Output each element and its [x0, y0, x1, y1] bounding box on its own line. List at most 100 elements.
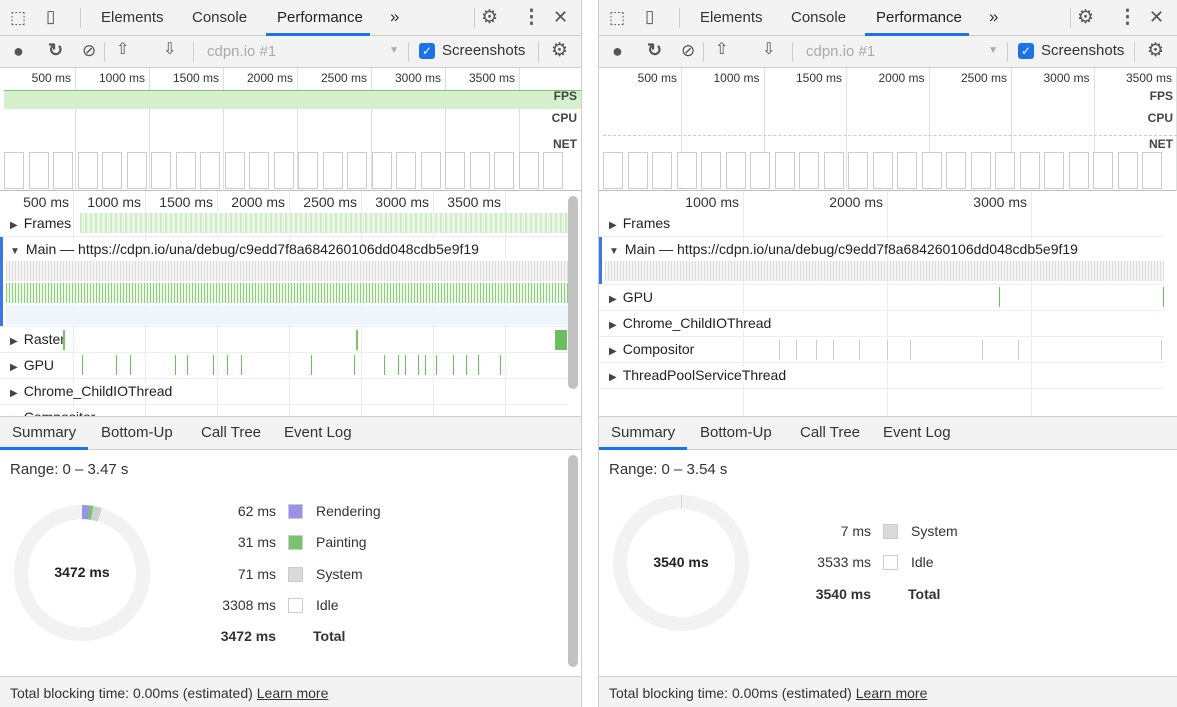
close-icon[interactable]: ✕ — [553, 7, 569, 27]
screenshot-thumbnail[interactable] — [652, 152, 672, 189]
expand-triangle-icon[interactable]: ▶ — [609, 220, 617, 231]
screenshot-thumbnail[interactable] — [273, 152, 294, 189]
tab-performance[interactable]: Performance — [277, 9, 363, 26]
bottom-tab-summary[interactable]: Summary — [12, 424, 77, 441]
track-main[interactable]: ▼ Main — https://cdpn.io/una/debug/c9edd7… — [0, 237, 568, 327]
screenshot-thumbnail[interactable] — [518, 152, 539, 189]
track-raster[interactable]: ▶ Raster — [0, 327, 568, 353]
reload-record-icon[interactable]: ↻ — [647, 40, 663, 60]
clear-icon[interactable]: ⊘ — [82, 41, 97, 60]
tab-elements[interactable]: Elements — [700, 9, 763, 26]
bottom-tab-bottom-up[interactable]: Bottom-Up — [101, 424, 173, 441]
screenshot-thumbnail[interactable] — [200, 152, 220, 189]
screenshot-thumbnail[interactable] — [823, 152, 844, 189]
screenshot-thumbnail[interactable] — [1142, 152, 1162, 189]
screenshot-thumbnail[interactable] — [4, 152, 24, 189]
more-tabs-button[interactable]: » — [390, 7, 400, 26]
screenshot-thumbnail[interactable] — [494, 152, 514, 189]
close-icon[interactable]: ✕ — [1149, 7, 1165, 27]
track-threadpoolservicethread[interactable]: ▶ ThreadPoolServiceThread — [599, 363, 1164, 389]
screenshot-thumbnail[interactable] — [676, 152, 697, 189]
screenshot-thumbnail[interactable] — [543, 152, 563, 189]
summary-scrollbar[interactable] — [568, 455, 578, 667]
screenshot-thumbnail[interactable] — [897, 152, 917, 189]
screenshot-thumbnail[interactable] — [921, 152, 942, 189]
screenshots-checkbox[interactable]: ✓ — [419, 43, 435, 59]
timeline-overview[interactable]: 500 ms 1000 ms 1500 ms 2000 ms 2500 ms 3000 m… — [599, 68, 1177, 191]
reload-record-icon[interactable]: ↻ — [48, 40, 64, 60]
timeline-overview[interactable]: 500 ms 1000 ms 1500 ms 2000 ms 2500 ms 3000 m… — [0, 68, 581, 191]
screenshot-thumbnail[interactable] — [725, 152, 746, 189]
track-main[interactable]: ▼ Main — https://cdpn.io/una/debug/c9edd7… — [599, 237, 1164, 285]
timeline-scrollbar[interactable] — [568, 196, 578, 389]
screenshot-thumbnail[interactable] — [995, 152, 1015, 189]
screenshot-thumbnail[interactable] — [872, 152, 893, 189]
recording-select[interactable]: cdpn.io #1 ▼ — [207, 43, 399, 60]
bottom-tab-call-tree[interactable]: Call Tree — [800, 424, 861, 441]
screenshot-thumbnail[interactable] — [445, 152, 465, 189]
expand-triangle-icon[interactable]: ▶ — [10, 362, 18, 373]
bottom-tab-event-log[interactable]: Event Log — [284, 424, 352, 441]
bottom-tab-call-tree[interactable]: Call Tree — [201, 424, 262, 441]
track-frames[interactable]: ▶ Frames — [0, 211, 568, 237]
more-options-icon[interactable]: ⋮ — [522, 7, 541, 28]
learn-more-link[interactable]: Learn more — [256, 685, 329, 701]
screenshot-thumbnail[interactable] — [1117, 152, 1138, 189]
screenshot-thumbnail[interactable] — [970, 152, 991, 189]
clear-icon[interactable]: ⊘ — [681, 41, 696, 60]
screenshots-checkbox[interactable]: ✓ — [1018, 43, 1034, 59]
screenshot-thumbnail[interactable] — [469, 152, 490, 189]
settings-gear-icon[interactable]: ⚙ — [1077, 7, 1095, 28]
tab-console[interactable]: Console — [791, 9, 847, 26]
screenshot-thumbnail[interactable] — [627, 152, 648, 189]
track-gpu[interactable]: ▶ GPU — [599, 285, 1164, 311]
device-toolbar-icon[interactable]: ▯ — [645, 7, 655, 26]
screenshot-thumbnail[interactable] — [102, 152, 122, 189]
screenshot-thumbnail[interactable] — [151, 152, 171, 189]
tab-console[interactable]: Console — [192, 9, 248, 26]
screenshot-thumbnail[interactable] — [371, 152, 392, 189]
screenshot-thumbnail[interactable] — [701, 152, 721, 189]
screenshot-thumbnail[interactable] — [322, 152, 343, 189]
recording-select[interactable]: cdpn.io #1 ▼ — [806, 43, 998, 60]
screenshot-thumbnail[interactable] — [774, 152, 795, 189]
screenshot-thumbnail[interactable] — [126, 152, 147, 189]
bottom-tab-event-log[interactable]: Event Log — [883, 424, 951, 441]
track-gpu[interactable]: ▶ GPU — [0, 353, 568, 379]
screenshot-thumbnail[interactable] — [1093, 152, 1113, 189]
screenshot-thumbnail[interactable] — [224, 152, 245, 189]
expand-triangle-icon[interactable]: ▶ — [609, 346, 617, 357]
screenshot-thumbnail[interactable] — [249, 152, 269, 189]
screenshot-thumbnail[interactable] — [799, 152, 819, 189]
screenshot-thumbnail[interactable] — [750, 152, 770, 189]
screenshot-thumbnail[interactable] — [1068, 152, 1089, 189]
expand-triangle-icon[interactable]: ▼ — [609, 246, 619, 257]
download-profile-icon[interactable]: ⇩ — [762, 41, 776, 58]
screenshot-thumbnail[interactable] — [53, 152, 73, 189]
settings-gear-icon[interactable]: ⚙ — [481, 7, 499, 28]
expand-triangle-icon[interactable]: ▶ — [10, 388, 18, 399]
screenshot-thumbnail[interactable] — [175, 152, 196, 189]
screenshot-thumbnail[interactable] — [77, 152, 98, 189]
screenshot-thumbnail[interactable] — [298, 152, 318, 189]
more-tabs-button[interactable]: » — [989, 7, 999, 26]
screenshot-thumbnail[interactable] — [1044, 152, 1064, 189]
track-compositor[interactable]: ▶ Compositor — [599, 337, 1164, 363]
screenshot-thumbnail[interactable] — [347, 152, 367, 189]
expand-triangle-icon[interactable]: ▶ — [609, 294, 617, 305]
expand-triangle-icon[interactable]: ▶ — [10, 220, 18, 231]
screenshot-thumbnail[interactable] — [603, 152, 623, 189]
screenshot-thumbnail[interactable] — [946, 152, 966, 189]
device-toolbar-icon[interactable]: ▯ — [46, 7, 56, 26]
screenshot-thumbnail[interactable] — [848, 152, 868, 189]
record-icon[interactable]: ● — [13, 41, 24, 61]
inspect-element-icon[interactable]: ⬚ — [609, 8, 626, 27]
tab-performance[interactable]: Performance — [876, 9, 962, 26]
screenshot-thumbnail[interactable] — [28, 152, 49, 189]
inspect-element-icon[interactable]: ⬚ — [10, 8, 27, 27]
track-chrome_childiothread[interactable]: ▶ Chrome_ChildIOThread — [599, 311, 1164, 337]
upload-profile-icon[interactable]: ⇧ — [116, 41, 130, 58]
upload-profile-icon[interactable]: ⇧ — [715, 41, 729, 58]
capture-settings-icon[interactable]: ⚙ — [551, 40, 569, 61]
bottom-tab-bottom-up[interactable]: Bottom-Up — [700, 424, 772, 441]
